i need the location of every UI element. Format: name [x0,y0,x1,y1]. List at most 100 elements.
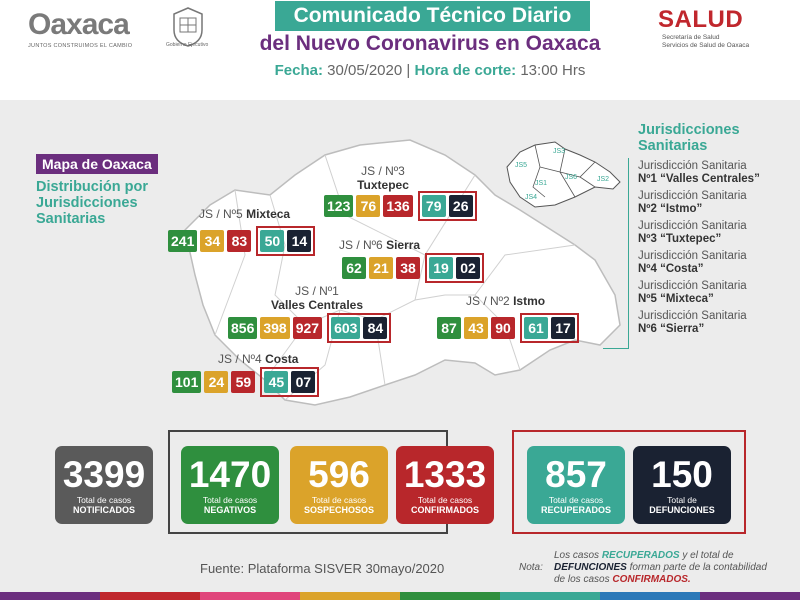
minimap-js3: JS3 [553,148,565,155]
js5-name: Mixteca [246,207,291,221]
total-confirmed-value: 1333 [403,454,487,495]
legend-item: Jurisdicción Sanitaria Nº2 “Istmo” [638,190,793,216]
source-text: Fuente: Plataforma SISVER 30mayo/2020 [200,561,445,576]
date-separator: | [406,62,411,79]
total-negative-card: 1470 Total de casos NEGATIVOS [181,446,279,524]
js4-suspect: 24 [204,371,229,393]
js3-deaths: 26 [448,195,473,217]
note-part2: y el total de [682,550,734,561]
oaxaca-logo: Oaxaca JUNTOS CONSTRUIMOS EL CAMBIO [28,8,153,50]
map-badge: Mapa de Oaxaca [36,154,158,174]
logo-word: Oaxaca [28,8,130,41]
note-part3: forman parte de la contabilidad de los c… [554,562,767,585]
js2-label: JS / Nº2 Istmo [466,294,545,308]
js4-outcome-frame: 45 07 [260,367,320,397]
total-notified-card: 3399 Total de casos NOTIFICADOS [55,446,153,524]
js5-counts: 241 34 83 50 14 [168,226,316,256]
total-recovered-value: 857 [545,454,607,495]
js3-negative: 123 [324,195,354,217]
date-line: Fecha: 30/05/2020 | Hora de corte: 13:00… [230,62,630,79]
js4-prefix: JS / Nº4 [218,352,262,366]
stripe-segment [700,592,800,600]
js6-prefix: JS / Nº6 [339,238,383,252]
minimap-js6: JS6 [565,174,577,181]
stripe-segment [600,592,700,600]
note-part1: Los casos [554,550,600,561]
js1-suspect: 398 [260,317,290,339]
legend-item: Jurisdicción Sanitaria Nº6 “Sierra” [638,310,793,336]
color-stripe [0,592,800,600]
js6-counts: 62 21 38 19 02 [342,253,484,283]
js4-label: JS / Nº4 Costa [218,352,298,366]
total-suspect-card: 596 Total de casos SOSPECHOSOS [290,446,388,524]
js1-recovered: 603 [331,317,361,339]
js6-outcome-frame: 19 02 [425,253,484,283]
js3-suspect: 76 [356,195,381,217]
note-text: Los casos RECUPERADOS y el total de DEFU… [554,550,780,586]
js4-name: Costa [265,352,299,366]
total-confirmed-card: 1333 Total de casos CONFIRMADOS [396,446,494,524]
minimap-js2: JS2 [597,176,609,183]
js2-confirmed: 90 [491,317,515,339]
js3-name: Tuxtepec [357,178,409,192]
js5-recovered: 50 [260,230,285,252]
salud-logo: SALUD [658,6,744,33]
total-suspect-label2: SOSPECHOSOS [303,505,375,515]
js5-deaths: 14 [287,230,312,252]
js2-deaths: 17 [551,317,575,339]
js5-label: JS / Nº5 Mixteca [199,207,290,221]
legend-item-line1: Jurisdicción Sanitaria [638,310,747,322]
js3-outcome-frame: 79 26 [417,191,477,221]
legend-line-connector [603,348,629,349]
stripe-segment [300,592,400,600]
total-notified-value: 3399 [62,454,146,495]
note-deaths: DEFUNCIONES [554,562,627,573]
js1-outcome-frame: 603 84 [327,313,392,343]
js3-prefix: JS / Nº3 [361,164,405,178]
legend-item: Jurisdicción Sanitaria Nº3 “Tuxtepec” [638,220,793,246]
date-label: Fecha: [274,62,323,79]
note-confirmed: CONFIRMADOS. [612,574,691,585]
legend-item-line1: Jurisdicción Sanitaria [638,220,747,232]
note-label: Nota: [519,562,543,573]
js2-prefix: JS / Nº2 [466,294,510,308]
legend-item-line1: Jurisdicción Sanitaria [638,190,747,202]
js1-label: JS / Nº1 Valles Centrales [267,284,367,312]
outcomes-frame [512,430,746,534]
js6-suspect: 21 [369,257,393,279]
js1-counts: 856 398 927 603 84 [228,313,392,343]
js2-recovered: 61 [524,317,548,339]
total-negative-value: 1470 [188,454,272,495]
legend-item: Jurisdicción Sanitaria Nº4 “Costa” [638,250,793,276]
js4-counts: 101 24 59 45 07 [172,367,320,397]
legend-item: Jurisdicción Sanitaria Nº1 “Valles Centra… [638,160,793,186]
js1-prefix: JS / Nº1 [295,284,339,298]
legend-item-line1: Jurisdicción Sanitaria [638,250,747,262]
js6-label: JS / Nº6 Sierra [339,238,420,252]
minimap-js1: JS1 [535,180,547,187]
minimap-js4: JS4 [525,194,537,201]
legend-line [628,158,629,348]
legend-list: Jurisdicción Sanitaria Nº1 “Valles Centra… [638,160,793,340]
legend-item: Jurisdicción Sanitaria Nº5 “Mixteca” [638,280,793,306]
salud-sub-line-1: Secretaría de Salud [662,34,720,41]
js5-suspect: 34 [200,230,225,252]
js1-name: Valles Centrales [270,298,364,312]
total-recovered-label1: Total de casos [548,495,604,505]
js3-label: JS / Nº3 Tuxtepec [353,164,413,192]
total-deaths-label2: DEFUNCIONES [649,505,715,515]
date-value: 30/05/2020 [327,62,403,79]
legend-item-line2: Nº5 “Mixteca” [638,293,714,305]
cutoff-label: Hora de corte: [414,62,517,79]
total-confirmed-label2: CONFIRMADOS [411,505,479,515]
js1-confirmed: 927 [292,317,323,339]
js5-outcome-frame: 50 14 [256,226,316,256]
page-subtitle: del Nuevo Coronavirus en Oaxaca [259,32,601,55]
salud-subtitle: Secretaría de Salud Servicios de Salud d… [662,34,749,50]
js3-confirmed: 136 [383,195,413,217]
logo-tagline: JUNTOS CONSTRUIMOS EL CAMBIO [28,43,133,49]
total-deaths-label1: Total de [667,495,697,505]
stripe-segment [200,592,300,600]
js2-negative: 87 [437,317,461,339]
